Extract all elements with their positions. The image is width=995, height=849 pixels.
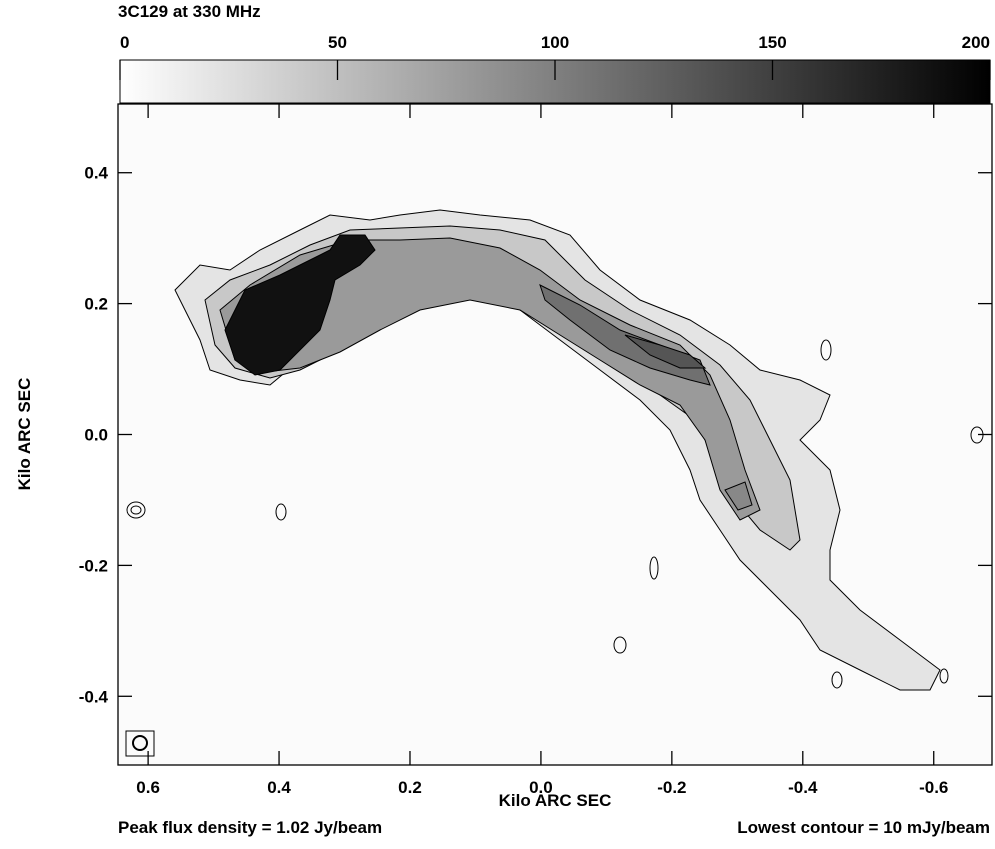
- radio-source: [125, 209, 984, 757]
- x-tick-label: -0.4: [788, 778, 818, 797]
- x-tick-label: 0.2: [398, 778, 422, 797]
- colorbar-tick-label: 100: [541, 33, 569, 52]
- x-tick-label: 0.6: [136, 778, 160, 797]
- y-tick-label: 0.2: [84, 295, 108, 314]
- y-tick-label: 0.4: [84, 164, 108, 183]
- y-axis-label: Kilo ARC SEC: [15, 378, 34, 491]
- y-tick-label: -0.4: [79, 687, 109, 706]
- lowest-contour-note: Lowest contour = 10 mJy/beam: [737, 818, 990, 837]
- y-tick-label: -0.2: [79, 556, 108, 575]
- colorbar-tick-label: 0: [120, 33, 129, 52]
- x-tick-label: 0.4: [267, 778, 291, 797]
- colorbar-tick-label: 50: [328, 33, 347, 52]
- x-tick-label: -0.2: [657, 778, 686, 797]
- colorbar-tick-label: 150: [758, 33, 786, 52]
- x-axis-label: Kilo ARC SEC: [499, 791, 612, 810]
- peak-flux-note: Peak flux density = 1.02 Jy/beam: [118, 818, 382, 837]
- colorbar-tick-label: 200: [962, 33, 990, 52]
- x-tick-label: -0.6: [919, 778, 948, 797]
- x-tick-label: 0.0: [529, 778, 553, 797]
- y-tick-label: 0.0: [84, 426, 108, 445]
- chart-title: 3C129 at 330 MHz: [118, 2, 261, 21]
